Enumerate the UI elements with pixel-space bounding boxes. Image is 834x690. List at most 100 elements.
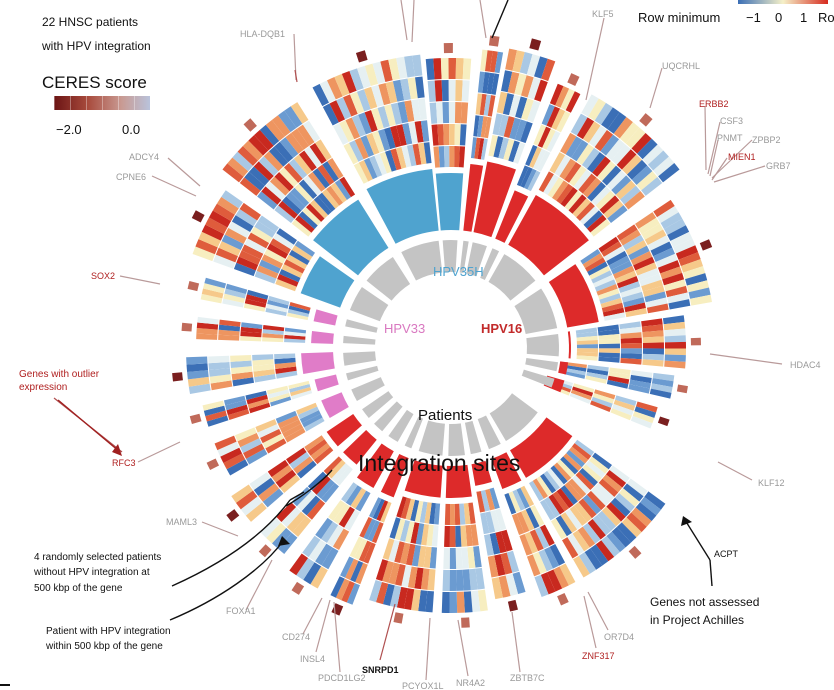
heatmap-cell [265,119,285,142]
heatmap-cell [442,102,450,124]
heatmap-cell [375,559,389,582]
heatmap-cell [289,451,310,470]
heatmap-cell [291,390,313,400]
heatmap-cell [449,525,456,548]
heatmap-cell [371,522,384,544]
heatmap-cell [274,171,294,192]
heatmap-cell [670,231,693,248]
heatmap-cell [596,283,618,296]
heatmap-cell [590,219,611,237]
heatmap-cell [593,274,615,288]
heatmap-cell [686,280,709,293]
heatmap-cell [244,171,265,191]
heatmap-cell [331,463,350,483]
heatmap-cell [444,525,450,547]
heatmap-cell [301,495,321,516]
heatmap-cell [390,125,402,148]
heatmap-cell [281,264,303,278]
heatmap-cell [275,278,297,292]
gene-label-snrpd1: SNRPD1 [362,665,399,675]
heatmap-cell [274,205,295,224]
heatmap-cell [304,435,325,452]
heatmap-cell [587,261,608,276]
heatmap-cell [619,229,641,246]
gene-label-grb7: GRB7 [766,161,791,171]
patient-sector [374,401,403,432]
heatmap-cell [688,287,711,299]
heatmap-cell [606,379,629,389]
heatmap-cell [296,491,316,511]
heatmap-cell [534,574,549,598]
heatmap-cell [552,491,570,512]
heatmap-cell [564,368,586,376]
heatmap-cell [483,534,494,556]
heatmap-cell [485,488,495,511]
heatmap-cell [480,138,488,160]
heatmap-cell [589,265,611,280]
heatmap-cell [623,483,644,502]
heatmap-cell [620,185,641,205]
heatmap-cell [625,240,647,256]
heatmap-cell [474,137,481,159]
heatmap-cell [582,253,604,269]
heatmap-cell [498,114,509,137]
heatmap-cell [601,107,620,130]
heatmap-cell [254,374,276,383]
heatmap-cell [407,566,418,589]
heatmap-cell [587,519,606,540]
heatmap-cell [485,50,493,72]
heatmap-cell [253,477,275,496]
heatmap-cell [664,354,686,362]
gene-label-maml3: MAML3 [166,517,197,527]
heatmap-cell [231,215,254,232]
heatmap-cell [547,177,564,198]
heatmap-cell [437,124,444,146]
patient-annotation-line-2: within 500 kbp of the gene [45,641,163,652]
heatmap-cell [341,580,355,603]
heatmap-cell [620,286,642,298]
heatmap-cell [302,207,322,226]
heatmap-cell [632,411,655,424]
heatmap-cell [494,554,506,577]
heatmap-cell [224,288,246,299]
heatmap-cell [495,531,507,554]
heatmap-cell [219,319,241,327]
heatmap-cell [615,270,637,284]
heatmap-cell [602,307,625,317]
heatmap-cell [480,489,490,512]
heatmap-cell [341,482,358,503]
gene-label-uqcrhl: UQCRHL [662,61,700,71]
heatmap-cell [562,537,579,559]
heatmap-cell [525,144,538,167]
heatmap-cell [356,89,371,112]
heatmap-cell [608,255,630,270]
heatmap-cell [598,348,620,354]
heatmap-cell [458,146,466,168]
heatmap-cell [359,516,373,538]
heatmap-cell [403,588,415,610]
heatmap-cell [636,401,658,413]
heatmap-cell [559,158,577,180]
heatmap-cell [411,589,421,611]
heatmap-cell [600,298,623,309]
heatmap-cell [601,241,622,257]
heatmap-cell [548,494,565,515]
heatmap-cell [630,251,653,266]
ceres-marker [258,544,272,558]
heatmap-cell [514,119,527,142]
heatmap-cell [196,322,219,330]
heatmap-cell [358,540,372,562]
heatmap-cell [564,190,583,211]
heatmap-cell [574,502,592,523]
heatmap-cell [262,488,284,508]
heatmap-cell [575,471,595,491]
heatmap-cell [284,334,306,340]
random-annotation-line-2: without HPV integration at [33,567,150,578]
heatmap-cell [516,511,530,534]
heatmap-cell [442,569,450,591]
integration-site-sector [567,331,571,359]
heatmap-cell [588,456,609,474]
heatmap-cell [565,91,581,113]
heatmap-cell [350,488,367,509]
gene-label-nr4a2: NR4A2 [456,678,485,688]
